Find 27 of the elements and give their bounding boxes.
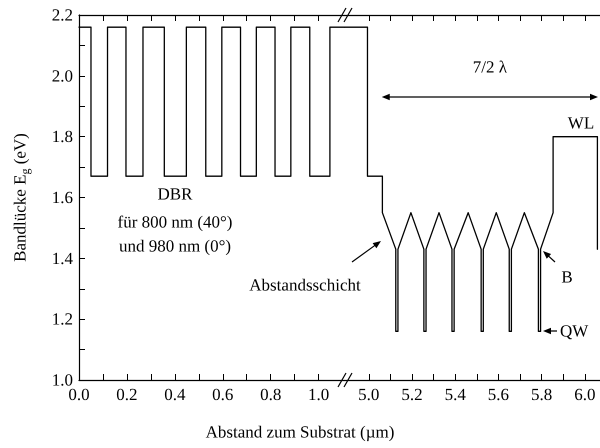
y-tick-label: 1.2 bbox=[52, 310, 73, 329]
annotation: QW bbox=[560, 322, 590, 340]
x-tick-label: 0.6 bbox=[212, 385, 234, 404]
x-tick-label: 5.2 bbox=[401, 385, 423, 404]
x-tick-label: 1.0 bbox=[308, 385, 330, 404]
x-tick-label: 5.0 bbox=[358, 385, 380, 404]
x-tick-label: 0.2 bbox=[116, 385, 138, 404]
x-tick-label: 0.4 bbox=[164, 385, 186, 404]
x-tick-label: 6.0 bbox=[574, 385, 596, 404]
annotation: 7/2 λ bbox=[472, 58, 508, 76]
x-tick-label: 5.4 bbox=[444, 385, 466, 404]
annotation: und 980 nm (0°) bbox=[118, 236, 232, 256]
annotation: DBR bbox=[158, 184, 194, 204]
y-axis-title: Bandlücke Eg (eV) bbox=[10, 133, 32, 262]
x-tick-label: 5.8 bbox=[531, 385, 552, 404]
y-tick-label: 1.8 bbox=[52, 127, 73, 146]
y-tick-label: 2.2 bbox=[52, 6, 73, 24]
x-tick-label: 0.8 bbox=[260, 385, 282, 404]
annotation: WL bbox=[568, 114, 594, 132]
annotation: für 800 nm (40°) bbox=[118, 212, 232, 232]
x-tick-label: 5.6 bbox=[488, 385, 510, 404]
annotation: Abstandsschicht bbox=[249, 276, 361, 294]
annotation: B bbox=[561, 268, 573, 286]
y-tick-label: 2.0 bbox=[52, 66, 73, 86]
y-tick-label: 1.4 bbox=[52, 248, 74, 268]
x-axis-title: Abstand zum Substrat (µm) bbox=[206, 422, 394, 442]
y-tick-label: 1.6 bbox=[52, 188, 73, 207]
